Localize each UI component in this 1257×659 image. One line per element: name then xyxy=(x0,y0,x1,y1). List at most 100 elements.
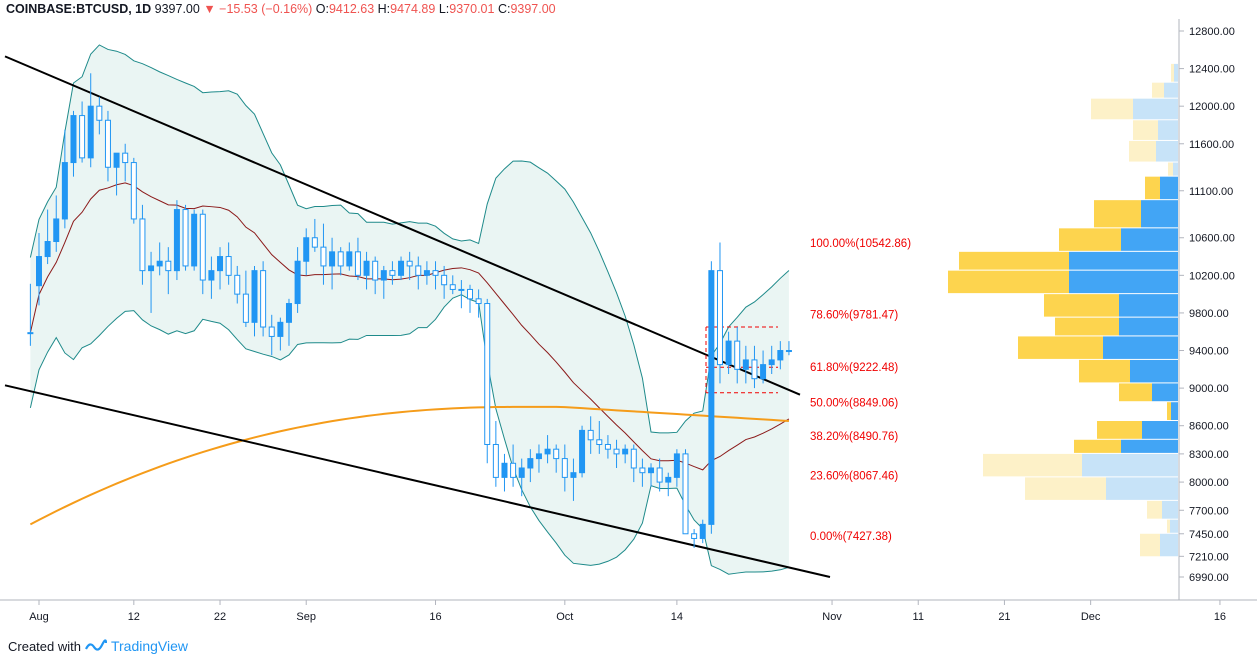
candle xyxy=(251,265,258,337)
time-tick-label: 11 xyxy=(913,611,924,623)
candle xyxy=(61,129,68,229)
price-change: −15.53 (−0.16%) xyxy=(219,2,313,16)
candle xyxy=(79,101,86,163)
candle-body xyxy=(242,293,249,323)
time-tick-label: 12 xyxy=(128,611,140,623)
candle xyxy=(777,341,784,370)
candle xyxy=(113,152,120,196)
candle-body xyxy=(596,439,603,445)
candle-body xyxy=(225,256,232,276)
candle-body xyxy=(760,364,767,380)
time-tick-label: Oct xyxy=(556,611,573,623)
open-label: O: xyxy=(315,2,329,16)
candle-body xyxy=(113,152,120,168)
candle-body xyxy=(682,453,689,535)
candle xyxy=(484,298,491,464)
candle-body xyxy=(699,523,706,539)
candle-body xyxy=(734,340,741,370)
fib-level-label: 78.60%(9781.47) xyxy=(810,310,898,322)
open-value: 9412.63 xyxy=(328,2,375,16)
candle xyxy=(639,458,646,487)
volume-profile-up-bar xyxy=(1133,98,1178,120)
candle xyxy=(691,529,698,548)
candle-body xyxy=(36,256,42,287)
candle xyxy=(148,251,155,313)
candle-body xyxy=(27,332,34,335)
time-tick-label: Aug xyxy=(29,611,49,623)
candle-body xyxy=(415,265,422,276)
volume-profile-up-bar xyxy=(1103,336,1178,359)
candle xyxy=(518,458,525,497)
candle xyxy=(208,256,215,299)
volume-profile-up-bar xyxy=(1142,421,1178,439)
candle-body xyxy=(268,326,275,337)
candle xyxy=(217,247,224,290)
candle-body xyxy=(630,448,637,469)
candle xyxy=(535,444,542,473)
candle xyxy=(423,261,430,285)
price-tick-label: 12400.00 xyxy=(1189,64,1235,76)
candle xyxy=(130,157,137,224)
price-tick-label: 7210.00 xyxy=(1189,551,1229,563)
symbol-label: COINBASE:BTCUSD, 1D xyxy=(6,2,152,16)
candle xyxy=(415,256,422,290)
candle xyxy=(372,256,379,295)
candle-body xyxy=(96,105,103,121)
candle-body xyxy=(303,237,310,262)
time-tick-label: Dec xyxy=(1081,611,1101,623)
candle-body xyxy=(777,350,784,361)
fib-level-label: 38.20%(8490.76) xyxy=(810,431,898,443)
volume-profile-up-bar xyxy=(1141,200,1178,228)
candle-body xyxy=(148,265,155,272)
candle xyxy=(553,444,560,473)
candle xyxy=(734,327,741,384)
candle xyxy=(36,233,42,306)
candle-body xyxy=(173,209,180,272)
candle-body xyxy=(544,448,551,455)
candle xyxy=(449,275,456,295)
volume-profile-down-bar xyxy=(1140,533,1160,557)
volume-profile-up-bar xyxy=(1174,63,1178,82)
candle-body xyxy=(53,218,60,243)
candle xyxy=(380,265,387,299)
volume-profile-down-bar xyxy=(1079,359,1130,383)
candle xyxy=(527,449,534,483)
created-with-label: Created with xyxy=(8,638,81,654)
price-tick-label: 11100.00 xyxy=(1189,186,1233,198)
candle xyxy=(613,439,620,468)
time-tick-label: 14 xyxy=(671,611,683,623)
tradingview-brand[interactable]: TradingView xyxy=(110,638,189,654)
channel-upper-trendline xyxy=(4,55,801,396)
volume-profile-down-bar xyxy=(1152,82,1164,98)
candle-body xyxy=(518,467,525,478)
symbol-header: COINBASE:BTCUSD, 1D 9397.00 ▼ −15.53 (−0… xyxy=(6,2,556,16)
candle xyxy=(285,298,292,346)
candle xyxy=(277,317,284,351)
high-label: H: xyxy=(377,2,391,16)
fib-level-label: 100.00%(10542.86) xyxy=(810,238,911,250)
candle xyxy=(389,261,396,285)
bollinger-lower-band xyxy=(29,294,790,575)
volume-profile-down-bar xyxy=(1129,140,1156,162)
footer: Created with TradingView xyxy=(8,638,188,654)
candle xyxy=(311,218,318,252)
candle-body xyxy=(656,467,663,483)
candle-body xyxy=(139,218,146,272)
close-value: 9397.00 xyxy=(510,2,556,16)
candle-body xyxy=(285,303,292,323)
low-value: 9370.01 xyxy=(449,2,495,16)
time-tick-label: 21 xyxy=(998,611,1010,623)
candle-body xyxy=(372,260,379,281)
candle xyxy=(320,223,327,285)
price-tick-label: 12000.00 xyxy=(1189,101,1235,113)
candle xyxy=(501,453,508,492)
volume-profile-down-bar xyxy=(959,251,1069,270)
candle-body xyxy=(751,359,758,380)
tradingview-logo-icon xyxy=(85,639,107,651)
candle-body xyxy=(329,251,336,267)
candle-body xyxy=(61,162,68,220)
candle xyxy=(570,458,577,501)
candle xyxy=(579,425,586,478)
time-tick-label: 16 xyxy=(1214,611,1226,623)
